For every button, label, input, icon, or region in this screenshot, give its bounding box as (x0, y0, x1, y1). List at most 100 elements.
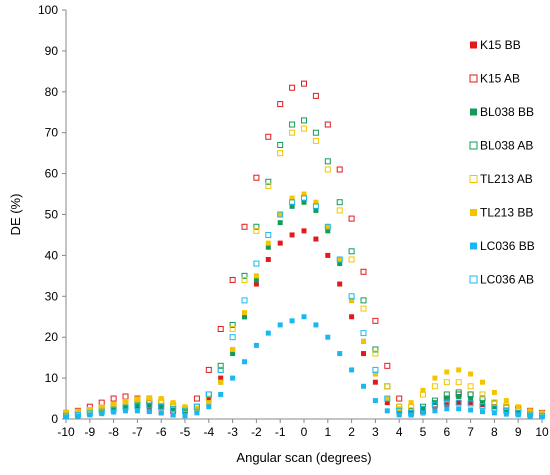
data-point (468, 371, 474, 377)
data-point (372, 371, 378, 377)
legend-label: TL213 BB (480, 206, 533, 220)
data-point (301, 80, 307, 87)
series-tl213-bb (63, 191, 545, 416)
data-point (372, 317, 379, 324)
data-point (360, 305, 367, 312)
data-point (503, 403, 510, 410)
x-tick-label: -5 (180, 425, 191, 439)
data-point (444, 396, 450, 402)
data-point (336, 207, 343, 214)
y-tick-label: 30 (45, 289, 59, 303)
data-point (277, 220, 283, 226)
data-point (265, 240, 271, 246)
data-point (456, 406, 462, 412)
data-point (146, 409, 152, 415)
data-point (218, 375, 224, 381)
legend: K15 BB K15 AB BL038 BB BL038 AB TL213 AB TL21… (469, 38, 535, 287)
data-point (230, 351, 236, 357)
data-point (396, 407, 403, 414)
x-tick-label: 6 (443, 425, 450, 439)
data-point (253, 281, 259, 287)
data-point (218, 379, 224, 385)
data-point (431, 383, 438, 390)
legend-label: LC036 AB (480, 273, 534, 287)
data-point (230, 375, 236, 381)
data-point (312, 203, 319, 210)
data-point (146, 402, 153, 409)
data-point (253, 174, 260, 181)
data-point (110, 406, 117, 413)
y-tick-label: 70 (45, 126, 59, 140)
legend-label: BL038 BB (480, 105, 534, 119)
x-tick-label: 3 (372, 425, 379, 439)
legend-label: K15 AB (480, 72, 520, 86)
series-layer (63, 80, 545, 420)
data-point (110, 395, 117, 402)
data-point (241, 276, 248, 283)
data-point (253, 277, 259, 283)
x-tick-label: -4 (203, 425, 214, 439)
data-point (479, 391, 486, 398)
data-point (277, 212, 283, 217)
data-point (420, 410, 426, 416)
data-point (277, 141, 284, 148)
data-point (158, 404, 164, 410)
x-tick-label: -6 (156, 425, 167, 439)
data-point (336, 166, 343, 173)
data-point (420, 405, 426, 412)
data-point (134, 405, 140, 411)
data-point (289, 121, 296, 128)
data-point (325, 228, 331, 234)
data-point (193, 395, 200, 402)
data-point (229, 326, 236, 333)
data-point (491, 405, 498, 412)
data-point (98, 399, 105, 406)
legend-marker (469, 275, 478, 284)
data-point (265, 231, 272, 238)
x-tick-label: 8 (491, 425, 498, 439)
data-point (348, 293, 355, 300)
data-point (503, 407, 510, 414)
y-tick-label: 0 (51, 412, 58, 426)
data-point (479, 395, 486, 402)
data-point (324, 158, 331, 165)
data-point (289, 199, 296, 206)
x-axis-title: Angular scan (degrees) (236, 450, 371, 465)
data-point (170, 406, 176, 412)
x-tick-label: -7 (132, 425, 143, 439)
data-point (527, 413, 533, 419)
data-point (384, 383, 391, 390)
data-point (396, 395, 403, 402)
x-tick-label: -3 (227, 425, 238, 439)
data-point (265, 178, 272, 185)
data-point (384, 408, 390, 414)
data-point (86, 410, 93, 417)
y-tick-label: 90 (45, 44, 59, 58)
data-point (242, 359, 247, 365)
data-point (312, 129, 319, 136)
data-point (384, 400, 390, 406)
data-point (277, 322, 283, 328)
data-point (337, 261, 343, 267)
data-point (277, 101, 284, 108)
data-point (253, 227, 260, 234)
data-point (467, 391, 474, 398)
data-point (205, 391, 212, 398)
data-point (444, 406, 450, 412)
legend-label: TL213 AB (480, 172, 533, 186)
data-point (87, 412, 93, 418)
data-point (301, 117, 307, 124)
data-point (468, 400, 474, 406)
data-point (467, 400, 474, 407)
data-point (337, 256, 343, 262)
axes: -10 -9 -8 -7 -6 -5 -4 -3 -2 -1 0 1 2 3 4 5 6 7 8 9 10 010203… (38, 3, 549, 439)
data-point (229, 276, 236, 283)
data-point (480, 409, 485, 415)
data-point (527, 411, 534, 418)
data-point (301, 191, 307, 197)
data-point (432, 408, 438, 414)
data-point (491, 404, 497, 410)
data-point (193, 403, 200, 410)
